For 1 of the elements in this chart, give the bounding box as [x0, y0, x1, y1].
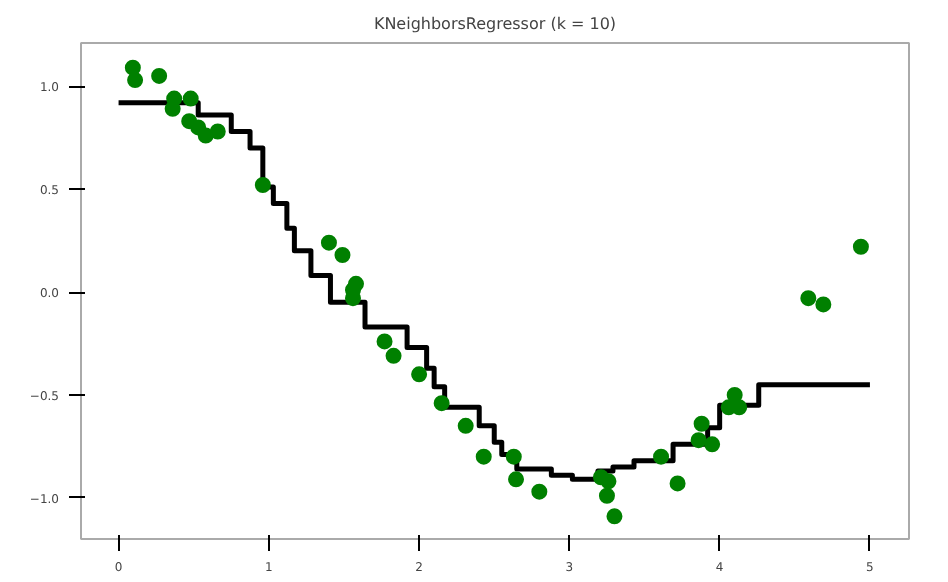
chart-title: KNeighborsRegressor (k = 10) [373, 15, 617, 33]
